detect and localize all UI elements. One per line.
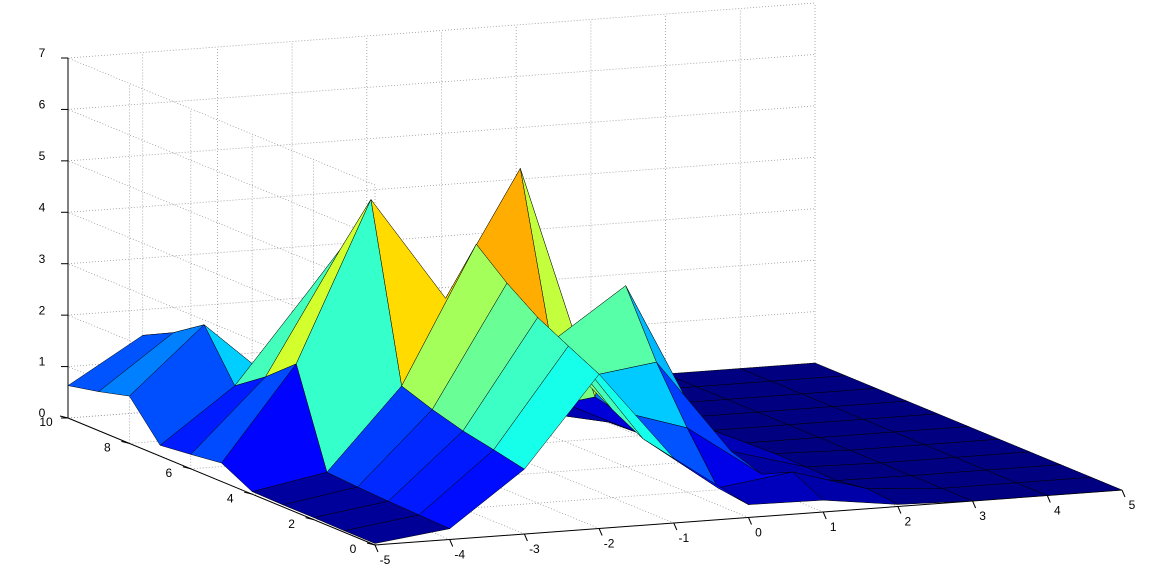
tick-mark <box>374 544 379 553</box>
y-tick-label: 0 <box>350 542 357 556</box>
y-tick-label: 4 <box>227 491 234 505</box>
grid-line <box>67 57 376 186</box>
tick-mark <box>1046 495 1051 503</box>
x-tick-label: 3 <box>979 509 986 523</box>
grid-line <box>67 208 816 265</box>
x-tick-label: -4 <box>454 548 465 562</box>
axis-line <box>67 417 376 546</box>
grid-line <box>67 105 816 162</box>
y-tick-label: 8 <box>104 441 111 455</box>
grid-line <box>67 2 816 59</box>
grid-line <box>67 211 376 340</box>
x-tick-label: 5 <box>1129 498 1136 512</box>
x-tick-label: -3 <box>529 542 540 556</box>
y-tick-label: 10 <box>39 415 53 429</box>
tick-mark <box>449 539 454 547</box>
z-tick-label: 0 <box>39 406 46 420</box>
z-tick-label: 1 <box>39 355 46 369</box>
z-tick-label: 3 <box>39 252 46 266</box>
x-tick-label: -5 <box>380 553 391 567</box>
z-tick-label: 6 <box>39 98 46 112</box>
grid-line <box>67 160 376 289</box>
tick-mark <box>366 542 376 546</box>
z-tick-label: 2 <box>39 303 46 317</box>
tick-mark <box>182 466 191 470</box>
x-tick-label: -1 <box>678 531 689 545</box>
x-tick-label: -2 <box>604 537 615 551</box>
grid-line <box>67 263 376 392</box>
tick-mark <box>822 511 827 520</box>
surface-patch <box>344 514 450 544</box>
x-tick-label: 0 <box>755 526 762 540</box>
tick-mark <box>523 533 528 542</box>
tick-mark <box>673 522 678 531</box>
tick-mark <box>305 517 314 521</box>
y-tick-label: 6 <box>165 466 172 480</box>
z-tick-label: 7 <box>39 46 46 60</box>
x-tick-label: 2 <box>905 515 912 529</box>
z-tick-label: 5 <box>39 149 46 163</box>
grid-line <box>67 156 816 213</box>
tick-mark <box>1121 489 1126 498</box>
grid-line <box>67 259 816 316</box>
grid-line <box>67 314 376 443</box>
grid-line <box>67 54 816 110</box>
tick-mark <box>748 517 752 525</box>
z-tick-label: 4 <box>39 200 46 214</box>
tick-mark <box>598 528 603 536</box>
grid-line <box>67 109 376 237</box>
tick-mark <box>121 440 130 444</box>
x-tick-label: 4 <box>1054 504 1061 518</box>
tick-mark <box>972 500 977 509</box>
tick-mark <box>897 506 902 514</box>
x-tick-label: 1 <box>830 520 837 534</box>
y-tick-label: 2 <box>288 517 295 531</box>
grid-line <box>67 311 816 367</box>
tick-mark <box>244 491 253 495</box>
